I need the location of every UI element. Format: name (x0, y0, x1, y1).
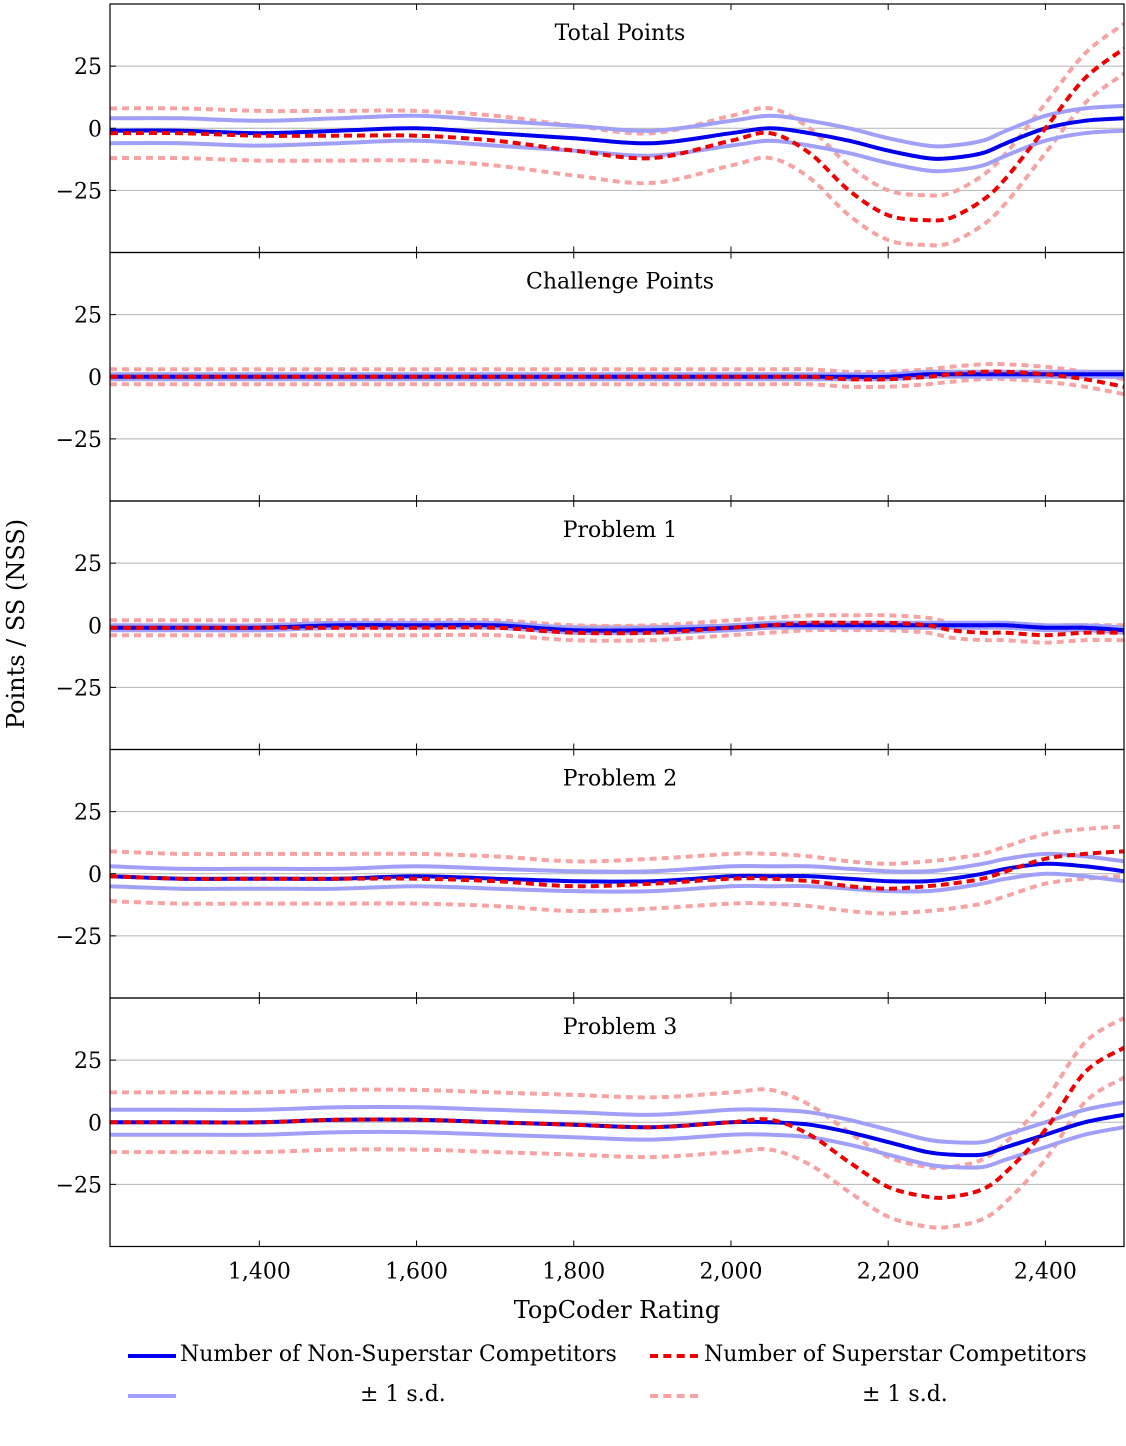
y-axis-label: Points / SS (NSS) (2, 519, 30, 729)
legend-swatch-nss (128, 1354, 176, 1358)
series-line-nss-sd-lower (110, 374, 1124, 382)
series-line-ss-sd-lower (110, 628, 1124, 645)
legend-label-ss: Number of Superstar Competitors (704, 1342, 1087, 1367)
series-line-ss (110, 1045, 1124, 1200)
series-line-ss (110, 620, 1124, 638)
y-tick-label: 0 (88, 614, 102, 639)
series-line-ss-sd-lower (110, 376, 1124, 397)
series-line-ss (110, 47, 1124, 223)
series-line-ss-sd-upper (110, 22, 1124, 198)
y-tick-label: 0 (88, 1111, 102, 1136)
x-tick-label: 2,400 (1014, 1260, 1077, 1285)
series-line-ss-sd-lower (110, 1075, 1124, 1230)
series-line-nss-sd-lower (110, 128, 1124, 174)
panel-series (110, 824, 1124, 916)
series-line-nss-sd-lower (110, 1125, 1124, 1170)
y-tick-label: 0 (88, 366, 102, 391)
y-tick-label: 25 (74, 304, 102, 329)
series-line-nss (110, 622, 1124, 633)
panel-series (110, 362, 1124, 397)
series-line-ss (110, 369, 1124, 389)
panel-title: Total Points (555, 21, 686, 46)
y-tick-label: −25 (56, 925, 102, 950)
legend-item-ss: Number of Superstar Competitors (650, 1340, 1087, 1370)
y-tick-label: 0 (88, 863, 102, 888)
x-tick-label: 1,800 (542, 1260, 605, 1285)
legend-item-nss-sd: ± 1 s.d. (128, 1380, 446, 1410)
legend-item-nss: Number of Non-Superstar Competitors (128, 1340, 617, 1370)
series-line-nss-sd-upper (110, 103, 1124, 149)
series-line-ss-sd-upper (110, 824, 1124, 866)
series-line-nss (110, 116, 1124, 161)
series-line-nss-sd-upper (110, 1100, 1124, 1145)
panel-title: Challenge Points (526, 270, 714, 295)
x-tick-label: 2,200 (857, 1260, 920, 1285)
panel-5: 25 0 −25 Problem 3 (56, 997, 1125, 1248)
y-tick-label: −25 (56, 179, 102, 204)
series-line-ss-sd-lower (110, 71, 1124, 248)
panel-title: Problem 1 (563, 518, 678, 543)
y-tick-label: −25 (56, 676, 102, 701)
x-tick-label: 1,400 (228, 1260, 291, 1285)
legend-item-ss-sd: ± 1 s.d. (650, 1380, 948, 1410)
legend-label-nss: Number of Non-Superstar Competitors (180, 1342, 617, 1367)
panel-2: 25 0 −25 Challenge Points (56, 251, 1125, 502)
panel-title: Problem 2 (563, 767, 678, 792)
series-line-nss-sd-upper (110, 851, 1124, 874)
x-tick-label: 2,000 (699, 1260, 762, 1285)
legend-row-1: Number of Non-Superstar Competitors Numb… (0, 1340, 1126, 1370)
panel-series (110, 22, 1124, 248)
panel-series (110, 613, 1124, 645)
x-axis: 1,400 1,600 1,800 2,000 2,200 2,400 (228, 1260, 1077, 1285)
legend-row-2: ± 1 s.d. ± 1 s.d. (0, 1380, 1126, 1410)
legend-swatch-nss-sd (128, 1394, 176, 1398)
panel-3: 25 0 −25 Problem 1 (56, 500, 1125, 751)
y-tick-label: 25 (74, 55, 102, 80)
y-tick-label: 0 (88, 117, 102, 142)
series-line-nss-sd-lower (110, 871, 1124, 894)
legend-label-nss-sd: ± 1 s.d. (360, 1382, 446, 1407)
panel-1: 25 0 −25 Total Points (56, 3, 1125, 254)
legend-swatch-ss (650, 1354, 698, 1358)
x-tick-label: 1,600 (385, 1260, 448, 1285)
y-tick-label: 25 (74, 1049, 102, 1074)
y-tick-label: −25 (56, 428, 102, 453)
series-line-ss-sd-upper (110, 1016, 1124, 1171)
legend-swatch-ss-sd (650, 1394, 698, 1398)
y-tick-label: −25 (56, 1173, 102, 1198)
panel-series (110, 1016, 1124, 1230)
chart-panels: 25 0 −25 Total Points 25 0 −25 Challenge Points… (56, 3, 1125, 1248)
panel-title: Problem 3 (563, 1015, 678, 1040)
series-line-nss-sd-upper (110, 620, 1124, 631)
panel-frame (109, 997, 1125, 1248)
x-axis-label: TopCoder Rating (514, 1296, 721, 1324)
series-line-ss (110, 849, 1124, 891)
legend-label-ss-sd: ± 1 s.d. (862, 1382, 948, 1407)
series-line-ss-sd-lower (110, 874, 1124, 916)
panel-4: 25 0 −25 Problem 2 (56, 748, 1125, 999)
y-tick-label: 25 (74, 552, 102, 577)
series-line-ss-sd-upper (110, 362, 1124, 382)
y-tick-label: 25 (74, 801, 102, 826)
